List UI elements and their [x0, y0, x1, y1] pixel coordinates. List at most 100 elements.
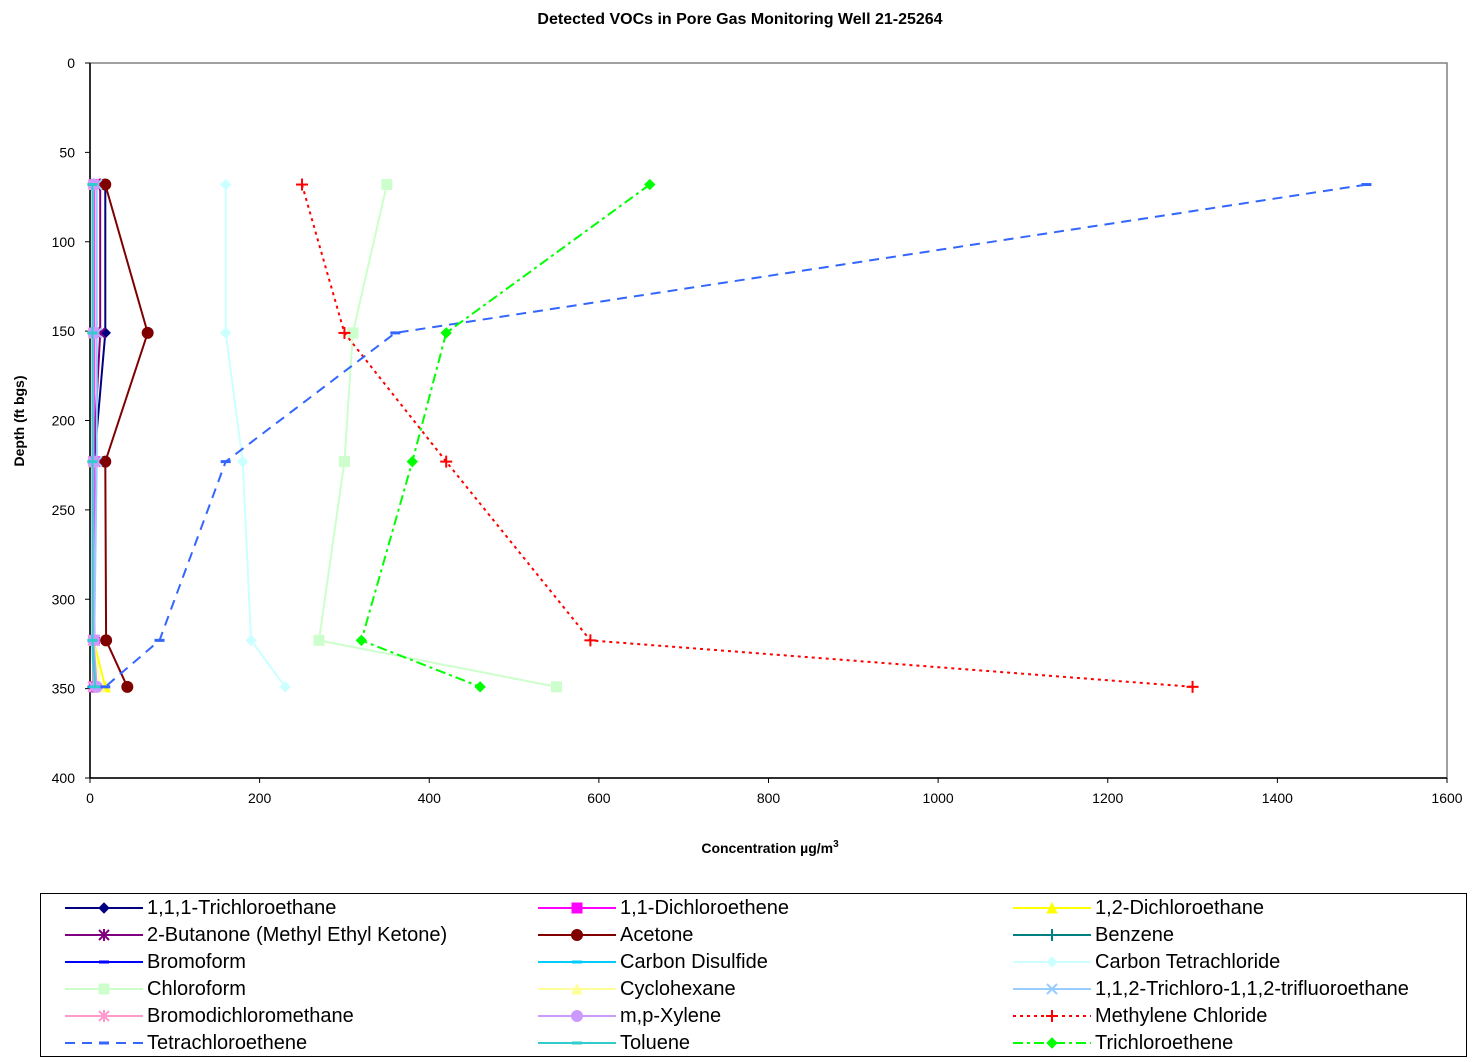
- data-point: [100, 685, 111, 689]
- data-point: [219, 178, 232, 191]
- legend-label: Chloroform: [147, 977, 246, 1000]
- legend-marker: [571, 1010, 583, 1022]
- legend-item: 1,1,2-Trichloro-1,1,2-trifluoroethane: [1011, 975, 1409, 1003]
- legend-item: Cyclohexane: [536, 975, 736, 1003]
- series-line: [99, 178, 154, 693]
- x-tick-label: 600: [587, 790, 611, 806]
- x-axis-label-superscript: 3: [833, 839, 839, 850]
- legend-marker: [572, 1041, 582, 1045]
- legend-swatch: [1013, 983, 1091, 995]
- x-tick-label: 800: [757, 790, 781, 806]
- legend-marker: [571, 929, 583, 941]
- legend-label: Toluene: [620, 1031, 691, 1054]
- legend-label: Acetone: [620, 923, 694, 946]
- data-point: [279, 681, 291, 693]
- data-point: [550, 681, 562, 693]
- legend-label: Carbon Disulfide: [620, 950, 768, 973]
- data-point: [90, 685, 101, 689]
- x-tick-label: 1400: [1262, 790, 1293, 806]
- legend-item: Carbon Disulfide: [536, 948, 768, 976]
- legend-swatch: [538, 902, 616, 914]
- legend-item: Acetone: [536, 921, 693, 949]
- chart-svg: Detected VOCs in Pore Gas Monitoring Wel…: [11, 11, 1463, 856]
- data-point: [338, 456, 350, 468]
- legend-item: m,p-Xylene: [536, 1002, 721, 1030]
- data-point: [390, 331, 401, 335]
- legend-marker: [571, 902, 583, 914]
- x-tick-label: 1000: [923, 790, 954, 806]
- x-tick-label: 0: [86, 790, 94, 806]
- legend-label: Cyclohexane: [620, 977, 736, 1000]
- y-tick-label: 400: [52, 770, 76, 786]
- y-tick-label: 200: [52, 413, 76, 429]
- legend-item: 2-Butanone (Methyl Ethyl Ketone): [63, 921, 447, 949]
- data-point: [99, 178, 112, 191]
- legend-swatch: [1013, 901, 1091, 914]
- legend-item: Methylene Chloride: [1011, 1002, 1267, 1030]
- x-axis-label-text: Concentration µg/m: [701, 840, 833, 856]
- legend-marker: [1046, 956, 1058, 968]
- data-point: [440, 327, 452, 339]
- series-line: [219, 178, 291, 693]
- legend-label: 1,2-Dichloroethane: [1095, 896, 1264, 919]
- legend-swatch: [65, 960, 143, 964]
- data-point: [406, 455, 418, 468]
- legend-label: Tetrachloroethene: [147, 1031, 308, 1054]
- legend-item: Bromoform: [63, 948, 246, 976]
- legend-label: 1,1-Dichloroethene: [620, 896, 789, 919]
- y-tick-label: 50: [59, 144, 75, 160]
- chart-title: Detected VOCs in Pore Gas Monitoring Wel…: [537, 11, 942, 28]
- legend-swatch: [538, 1041, 616, 1045]
- legend-label: Bromodichloromethane: [147, 1004, 354, 1027]
- legend-swatch: [65, 902, 143, 914]
- legend-label: 1,1,1-Trichloroethane: [147, 896, 337, 919]
- data-point: [87, 331, 98, 335]
- y-tick-label: 100: [52, 234, 76, 250]
- legend-marker: [1046, 1037, 1058, 1049]
- legend-swatch: [65, 1010, 143, 1022]
- legend-marker: [98, 929, 110, 941]
- data-point: [245, 634, 257, 647]
- data-point: [100, 634, 113, 647]
- legend-marker: [1046, 929, 1058, 941]
- y-tick-label: 250: [52, 502, 76, 518]
- data-point: [87, 638, 98, 642]
- legend-item: Tetrachloroethene: [63, 1029, 307, 1057]
- data-point: [236, 455, 249, 468]
- data-point: [296, 178, 309, 191]
- x-tick-label: 400: [418, 790, 442, 806]
- legend-item: Chloroform: [63, 975, 246, 1003]
- data-point: [154, 638, 165, 642]
- data-point: [1186, 680, 1199, 693]
- data-point: [99, 455, 112, 468]
- legend-item: 1,2-Dichloroethane: [1011, 894, 1264, 922]
- data-point: [338, 326, 351, 339]
- legend-marker: [571, 982, 583, 995]
- legend-label: Benzene: [1095, 923, 1174, 946]
- legend-swatch: [65, 1041, 143, 1045]
- data-point: [220, 460, 231, 464]
- legend-marker: [1046, 1010, 1058, 1022]
- data-point: [644, 178, 656, 191]
- y-tick-label: 0: [67, 55, 75, 71]
- legend-item: 1,1,1-Trichloroethane: [63, 894, 336, 922]
- legend-item: Toluene: [536, 1029, 690, 1057]
- x-axis-label: Concentration µg/m3: [701, 839, 839, 856]
- data-point: [121, 680, 134, 693]
- plot-area: [89, 62, 1448, 779]
- y-axis-label: Depth (ft bgs): [11, 376, 27, 467]
- legend-swatch: [1013, 956, 1091, 968]
- data-point: [219, 327, 232, 339]
- data-point: [355, 634, 368, 647]
- x-tick-label: 1600: [1431, 790, 1462, 806]
- data-point: [381, 179, 393, 191]
- data-point: [87, 183, 98, 187]
- legend-label: 1,1,2-Trichloro-1,1,2-trifluoroethane: [1095, 977, 1409, 1000]
- legend-item: Benzene: [1011, 921, 1174, 949]
- legend-marker: [98, 902, 110, 914]
- legend-marker: [1046, 901, 1058, 914]
- legend-swatch: [1013, 1010, 1091, 1022]
- series-line: [87, 183, 101, 689]
- data-point: [584, 634, 597, 647]
- legend-label: m,p-Xylene: [620, 1004, 722, 1027]
